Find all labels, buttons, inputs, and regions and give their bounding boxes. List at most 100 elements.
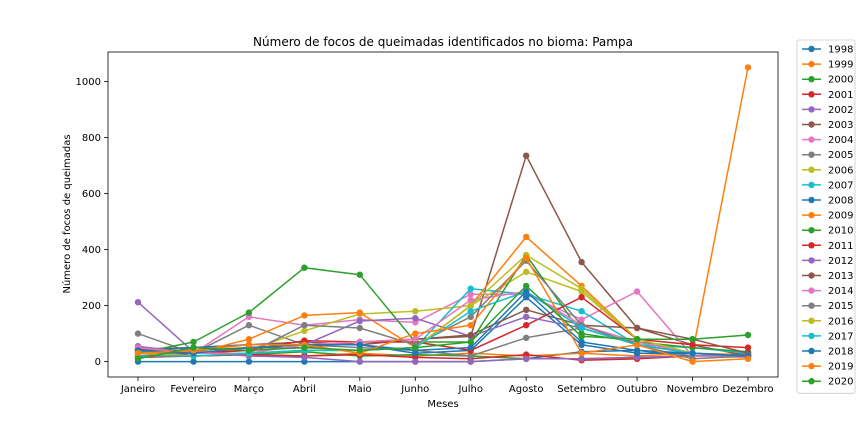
data-point-2019-Agosto (523, 254, 530, 262)
legend-item-2006: 2006 (802, 165, 853, 176)
legend-marker-2003 (808, 121, 815, 128)
x-tick-label-Outubro: Outubro (617, 384, 658, 395)
data-point-2020-Julho (467, 338, 474, 346)
legend-label-2010: 2010 (828, 226, 853, 237)
legend-marker-2008 (808, 196, 815, 204)
data-point-2007-Julho (467, 285, 474, 292)
legend-label-2014: 2014 (828, 286, 853, 297)
data-point-2016-Setembro (578, 285, 585, 292)
data-point-2002-Janeiro (134, 299, 142, 306)
legend-label-1998: 1998 (828, 45, 853, 56)
legend-marker-2006 (808, 166, 815, 173)
data-point-2007-Setembro (578, 308, 585, 315)
legend-item-2020: 2020 (802, 377, 853, 388)
legend-marker-2010 (808, 227, 815, 234)
data-point-2014-Junho (412, 336, 419, 343)
chart-title: Número de focos de queimadas identificad… (253, 35, 633, 49)
legend-item-1998: 1998 (802, 45, 853, 56)
y-tick-label-600: 600 (82, 189, 101, 200)
x-tick-label-Julho: Julho (457, 384, 483, 395)
data-point-2005-Agosto (523, 334, 530, 341)
legend-marker-2019 (808, 362, 815, 370)
data-point-2010-Abril (301, 264, 308, 271)
legend-label-2008: 2008 (828, 196, 853, 207)
legend-item-2016: 2016 (802, 316, 853, 327)
data-point-2004-Setembro (578, 316, 585, 323)
data-point-2013-Julho (467, 331, 474, 339)
legend-label-2013: 2013 (828, 271, 853, 282)
data-point-2013-Outubro (633, 324, 641, 332)
data-point-2012-Maio (356, 317, 363, 325)
data-point-2009-Dezembro (744, 64, 752, 71)
data-point-2020-Janeiro (134, 355, 142, 362)
legend-label-2011: 2011 (828, 241, 853, 252)
data-point-2002-Abril (301, 354, 308, 361)
data-point-2006-Junho (412, 308, 419, 315)
plot-frame (107, 51, 779, 378)
legend-label-2015: 2015 (828, 301, 853, 312)
legend-item-2013: 2013 (802, 271, 853, 282)
legend-label-2002: 2002 (828, 105, 853, 116)
legend-label-2012: 2012 (828, 256, 853, 267)
y-axis-label: Número de focos de queimadas (61, 134, 73, 293)
series-2020 (134, 282, 752, 362)
legend-item-2012: 2012 (802, 256, 853, 267)
data-point-2019-Janeiro (134, 350, 142, 357)
data-point-2014-Julho (467, 296, 474, 304)
data-point-2011-Agosto (523, 322, 530, 329)
series-line-2011 (137, 296, 749, 357)
data-point-2016-Julho (467, 302, 474, 309)
data-point-2018-Julho (467, 344, 474, 351)
data-point-2019-Novembro (689, 358, 696, 365)
data-point-2020-Setembro (578, 333, 585, 340)
data-point-2018-Novembro (689, 350, 696, 357)
legend-item-2010: 2010 (802, 226, 853, 237)
x-tick-label-Novembro: Novembro (667, 384, 719, 395)
data-point-2019-Julho (467, 322, 474, 329)
data-point-2010-Março (245, 309, 253, 316)
data-point-2005-Março (245, 322, 253, 329)
legend-marker-2014 (808, 287, 815, 294)
legend-marker-2004 (808, 136, 815, 143)
legend-label-2007: 2007 (828, 180, 853, 191)
legend-item-2017: 2017 (802, 331, 853, 342)
series-line-2002 (137, 301, 749, 363)
data-point-2020-Agosto (523, 282, 530, 290)
legend-item-2015: 2015 (802, 301, 853, 312)
data-point-1998-Março (245, 358, 253, 365)
legend-label-2016: 2016 (828, 316, 853, 327)
x-tick-label-Janeiro: Janeiro (120, 384, 155, 395)
data-point-2010-Maio (356, 271, 363, 278)
series-line-2020 (137, 285, 749, 360)
y-tick-label-800: 800 (82, 133, 101, 144)
legend-item-2005: 2005 (802, 150, 853, 161)
x-axis-label: Meses (427, 399, 458, 410)
data-point-2008-Agosto (523, 294, 530, 301)
data-point-2012-Junho (412, 315, 419, 322)
legend-label-2006: 2006 (828, 165, 853, 176)
data-point-2004-Outubro (633, 288, 641, 295)
legend-item-2008: 2008 (802, 196, 853, 207)
y-tick-label-200: 200 (82, 301, 101, 312)
data-point-2011-Setembro (578, 294, 585, 301)
data-point-2002-Agosto (523, 355, 530, 362)
series-line-2019 (137, 257, 749, 363)
legend-item-2003: 2003 (802, 120, 853, 131)
legend-marker-2011 (808, 242, 815, 249)
data-point-2019-Junho (412, 330, 419, 337)
data-point-2006-Abril (301, 327, 308, 334)
data-point-2020-Fevereiro (190, 344, 197, 351)
data-point-2018-Setembro (578, 338, 585, 346)
legend-item-2001: 2001 (802, 90, 853, 101)
data-point-2002-Setembro (578, 355, 585, 362)
data-point-2010-Fevereiro (190, 338, 197, 346)
data-point-2015-Abril (301, 322, 308, 329)
data-point-2006-Agosto (523, 268, 530, 276)
plot-area (134, 64, 752, 365)
legend-label-2000: 2000 (828, 75, 853, 86)
data-point-2017-Setembro (578, 324, 585, 332)
legend-marker-2009 (808, 211, 815, 219)
data-point-2003-Setembro (578, 258, 585, 266)
data-point-2020-Outubro (633, 336, 641, 343)
